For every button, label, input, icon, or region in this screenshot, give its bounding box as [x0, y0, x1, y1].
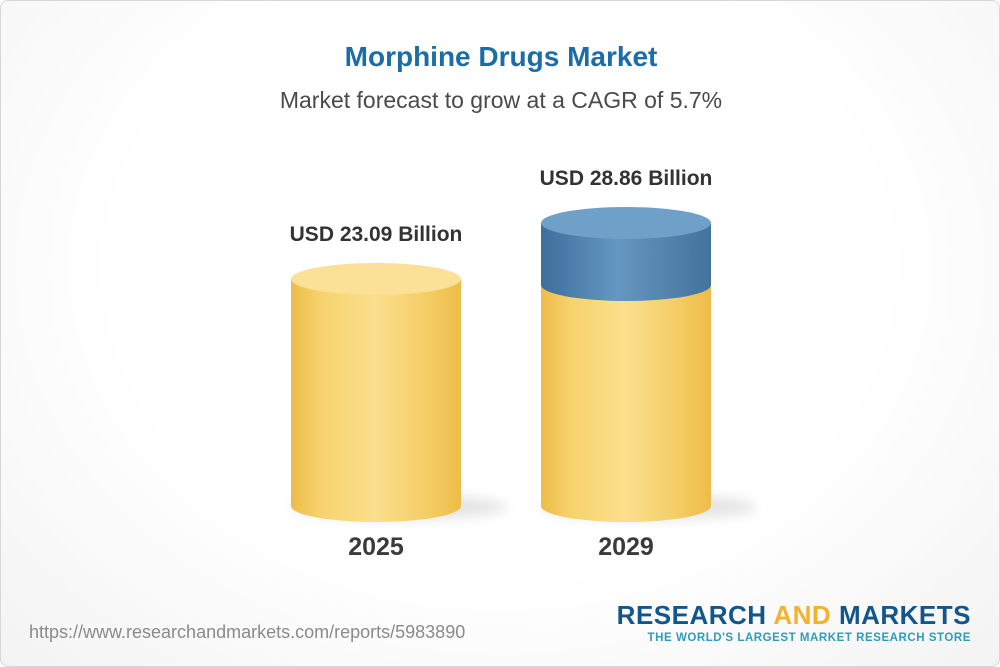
cylinder-2029-base — [541, 281, 711, 522]
logo-word-and: AND — [773, 600, 832, 630]
logo-word-markets: MARKETS — [838, 600, 971, 630]
chart-subtitle: Market forecast to grow at a CAGR of 5.7… — [279, 87, 723, 113]
value-label-2029: USD 28.86 Billion — [539, 167, 713, 190]
research-and-markets-logo: RESEARCH AND MARKETS THE WORLD'S LARGEST… — [617, 601, 971, 644]
category-label-2029: 2029 — [598, 533, 654, 561]
cylinder-2029-growth — [541, 207, 711, 301]
cylinder-2025 — [291, 263, 461, 522]
logo-tagline: THE WORLD'S LARGEST MARKET RESEARCH STOR… — [647, 632, 971, 644]
category-label-2025: 2025 — [348, 533, 404, 561]
chart-title: Morphine Drugs Market — [344, 41, 658, 72]
value-label-2025: USD 23.09 Billion — [289, 223, 463, 246]
logo-word-research: RESEARCH — [616, 600, 767, 630]
source-url: https://www.researchandmarkets.com/repor… — [29, 622, 466, 642]
logo-wordmark: RESEARCH AND MARKETS — [617, 601, 971, 629]
